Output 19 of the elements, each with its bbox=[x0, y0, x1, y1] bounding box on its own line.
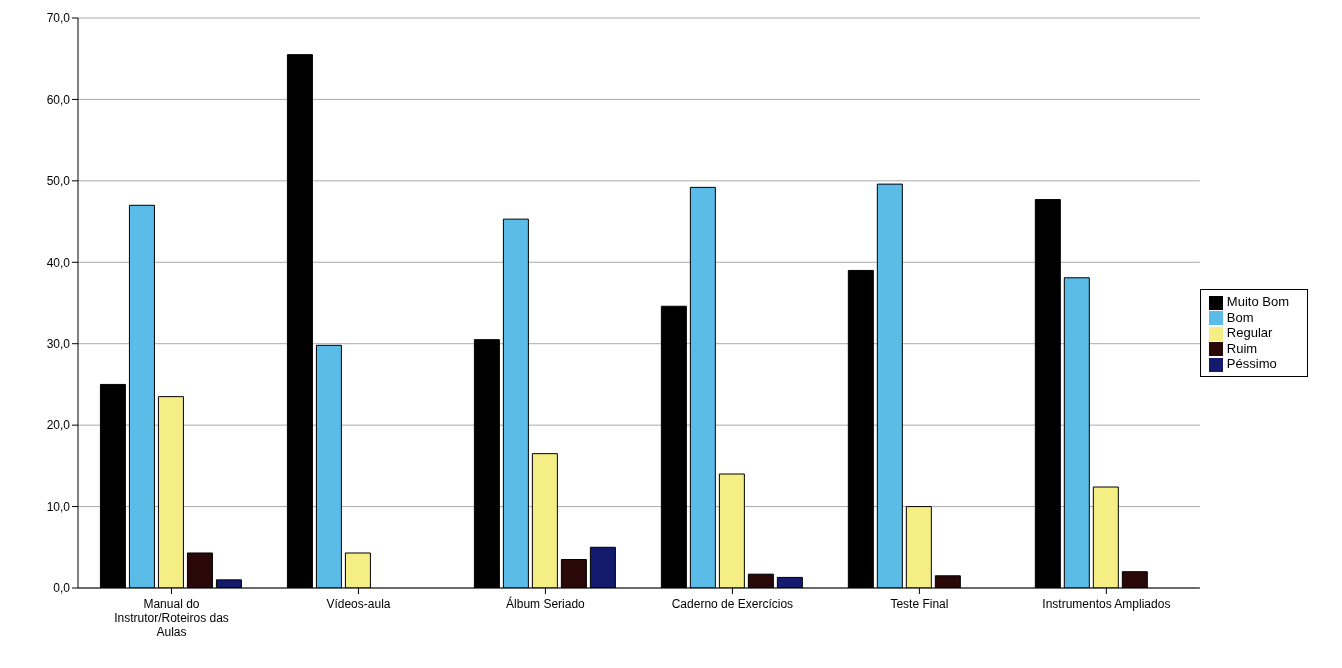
y-tick-label: 60,0 bbox=[46, 92, 71, 107]
x-tick-label: Manual do Instrutor/Roteiros das Aulas bbox=[114, 597, 229, 639]
x-tick-label: Caderno de Exercícios bbox=[671, 597, 794, 611]
y-tick-label: 10,0 bbox=[46, 499, 71, 514]
legend-label: Regular bbox=[1226, 325, 1273, 341]
legend-label: Péssimo bbox=[1226, 356, 1277, 372]
y-tick-label: 30,0 bbox=[46, 336, 71, 351]
y-tick-label: 50,0 bbox=[46, 174, 71, 189]
x-tick-label: Instrumentos Ampliados bbox=[1042, 597, 1171, 611]
legend-label: Muito Bom bbox=[1226, 294, 1289, 310]
y-tick-label: 0,0 bbox=[53, 581, 71, 596]
x-tick-label: Álbum Seriado bbox=[506, 596, 586, 611]
x-tick-label: Teste Final bbox=[890, 597, 949, 611]
y-tick-label: 70,0 bbox=[46, 11, 71, 26]
legend-label: Ruim bbox=[1226, 340, 1258, 356]
y-tick-label: 20,0 bbox=[46, 418, 71, 433]
legend-label: Bom bbox=[1226, 309, 1254, 325]
y-tick-label: 40,0 bbox=[46, 255, 71, 270]
x-tick-label: Vídeos-aula bbox=[326, 597, 391, 611]
